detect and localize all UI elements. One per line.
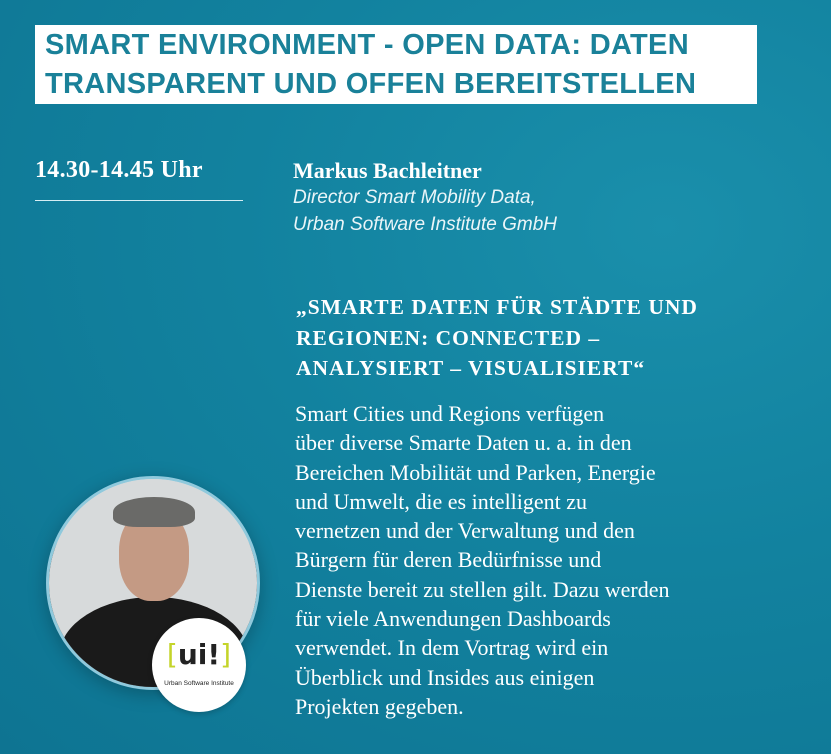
abstract-line: Dienste bereit zu stellen gilt. Dazu wer…	[295, 576, 670, 602]
abstract-line: Bereichen Mobilität und Parken, Energie	[295, 459, 656, 485]
company-logo: [ui!] Urban Software Institute	[152, 618, 246, 712]
divider	[35, 200, 243, 201]
abstract-line: über diverse Smarte Daten u. a. in den	[295, 430, 632, 456]
talk-abstract: Smart Cities und Regions verfügen über d…	[295, 399, 805, 721]
talk-title-line: ANALYSIERT – VISUALISIERT“	[296, 356, 646, 380]
abstract-line: Smart Cities und Regions verfügen	[295, 401, 605, 426]
speaker-company: Urban Software Institute GmbH	[293, 214, 557, 235]
page-title-line-2: TRANSPARENT UND OFFEN BEREITSTELLEN	[35, 64, 757, 104]
abstract-line: vernetzen und der Verwaltung und den	[295, 518, 635, 544]
talk-title: „SMARTE DATEN FÜR STÄDTE UND REGIONEN: C…	[296, 292, 796, 384]
logo-subtitle: Urban Software Institute	[164, 680, 234, 687]
page-title-line-1: SMART ENVIRONMENT - OPEN DATA: DATEN	[35, 25, 757, 65]
logo-mark: [ui!]	[166, 638, 232, 671]
abstract-line: Projekten gegeben.	[295, 693, 464, 719]
speaker-name: Markus Bachleitner	[293, 158, 482, 183]
abstract-line: und Umwelt, die es intelligent zu	[295, 488, 588, 514]
session-time: 14.30-14.45 Uhr	[35, 157, 203, 183]
abstract-line: Überblick und Insides aus einigen	[295, 664, 595, 690]
abstract-line: für viele Anwendungen Dashboards	[295, 606, 611, 632]
talk-title-line: „SMARTE DATEN FÜR STÄDTE UND	[296, 295, 698, 319]
abstract-line: Bürgern für deren Bedürfnisse und	[295, 547, 602, 573]
talk-title-line: REGIONEN: CONNECTED –	[296, 325, 601, 350]
abstract-line: verwendet. In dem Vortrag wird ein	[295, 635, 609, 661]
speaker-role: Director Smart Mobility Data,	[293, 187, 536, 208]
